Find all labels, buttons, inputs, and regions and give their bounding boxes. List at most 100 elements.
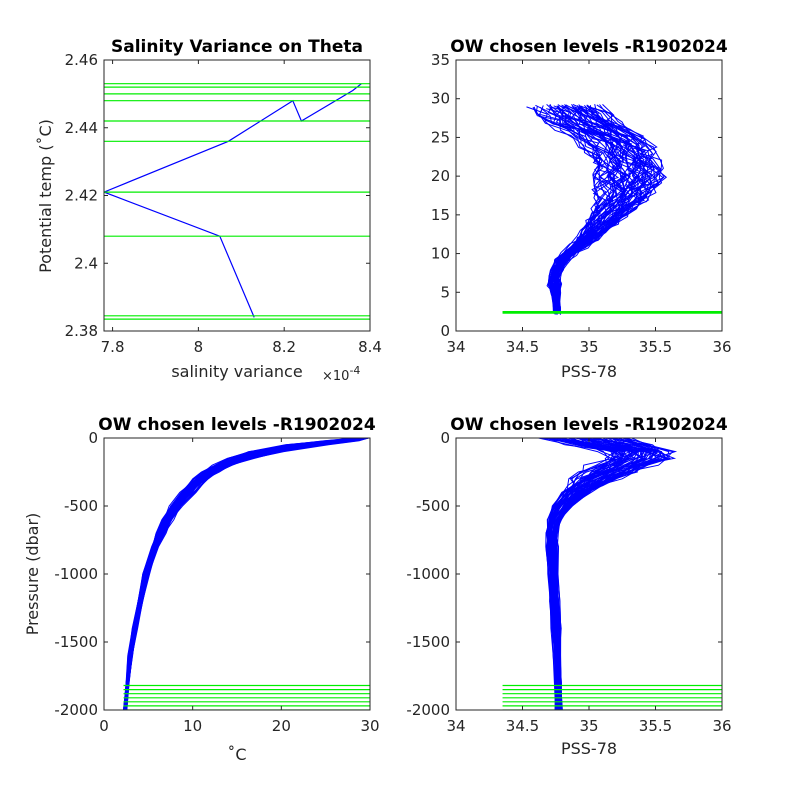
profile-line [124,438,356,710]
profile-line [555,105,647,313]
tick-group: 0 10 20 30 -2000 -1500 -1000 -500 0 [54,429,379,735]
profile-line [125,438,361,710]
profile-line [125,438,369,710]
profile-line [124,438,357,710]
profile-line [547,105,622,312]
profile-line [126,438,369,710]
profile-line [124,438,357,710]
profile-line [551,438,639,710]
profile-line [555,104,647,311]
profile-line [125,438,364,710]
x-tick-label: 8.2 [272,338,296,356]
profile-line [124,438,356,710]
y-tick-label: 2.46 [65,51,98,69]
plot-area [122,438,370,710]
profile-line [124,438,357,710]
profile-line [123,438,358,710]
profile-line [125,438,362,710]
profile-line [123,438,357,710]
profile-line [124,438,360,710]
axes-pressure-salinity: OW chosen levels -R1902024 34 34.5 35 35.5 3… [406,415,731,758]
axes-pressure-temperature: OW chosen levels -R1902024 0 10 20 30 -2000 -… [23,415,380,764]
profile-line [126,438,370,710]
profile-line [124,438,355,710]
profile-line [124,438,364,710]
y-tick-label: -2000 [406,701,450,719]
x-tick-label: 8.4 [358,338,382,356]
tick-group: 34 34.5 35 35.5 36 0 5 10 15 20 25 30 35 [431,51,732,356]
y-tick-label: 2.44 [65,119,98,137]
x-tick-label: 35 [579,338,598,356]
profile-line [125,438,366,710]
profile-line [124,438,362,710]
profile-line [553,438,653,710]
exponent-power: -4 [349,364,360,377]
y-tick-label: 20 [431,167,450,185]
profile-line [535,106,607,314]
profile-line [557,105,663,312]
profile-line [550,438,645,710]
profile-line [125,438,364,710]
x-tick-label: 10 [183,717,202,735]
tick-group: 7.8 8 8.2 8.4 2.38 2.4 2.42 2.44 2.46 [65,51,382,356]
profile-line [123,438,356,710]
plot-area [502,438,722,710]
y-tick-label: -1500 [406,633,450,651]
x-tick-label: 34.5 [506,717,539,735]
plot-clip-group [502,438,722,710]
plot-area [104,83,370,320]
series-line [104,83,362,318]
y-tick-label: -1500 [54,633,98,651]
y-tick-label: 30 [431,90,450,108]
profile-line [124,438,363,710]
x-tick-label: 20 [272,717,291,735]
profile-line [125,438,360,710]
axes-title: Salinity Variance on Theta [111,37,363,57]
profile-line [546,108,619,315]
profile-line [124,438,360,710]
x-tick-label: 30 [360,717,379,735]
profile-line [124,438,359,710]
x-tick-label: 34 [446,717,465,735]
profile-line [124,438,360,710]
y-tick-label: 2.38 [65,322,98,340]
x-tick-label: 0 [99,717,109,735]
profile-line [123,438,359,710]
profile-line [125,438,362,710]
y-tick-label: 0 [440,429,450,447]
tick-group: 34 34.5 35 35.5 36 -2000 -1500 -1000 -500 0 [406,429,731,735]
y-tick-label: 0 [88,429,98,447]
x-tick-label: 35.5 [639,717,672,735]
x-tick-label: 7.8 [101,338,125,356]
y-tick-label: -500 [416,497,450,515]
profile-line [124,438,362,710]
profile-line [550,438,640,710]
profile-line [124,438,363,710]
profile-line [125,438,365,710]
profile-line [124,438,362,710]
y-tick-label: 15 [431,206,450,224]
x-axis-label: salinity variance [171,362,302,381]
y-tick-label: -2000 [54,701,98,719]
profile-line [549,438,632,710]
profile-line [546,104,625,311]
profile-line [124,438,364,710]
profile-line [125,438,366,710]
profile-line [125,438,365,710]
profile-line [125,438,365,710]
x-axis-label: PSS-78 [561,362,617,381]
profile-line [124,438,358,710]
x-tick-label: 34.5 [506,338,539,356]
profile-line [125,438,363,710]
profile-line [124,438,362,710]
y-tick-label: 2.42 [65,187,98,205]
x-tick-label: 8 [194,338,204,356]
x-tick-label: 34 [446,338,465,356]
profile-line [545,438,615,710]
axes-title: OW chosen levels -R1902024 [450,415,728,435]
y-tick-label: 0 [440,322,450,340]
axes-frame [455,59,723,332]
y-tick-label: 25 [431,128,450,146]
y-tick-label: -1000 [54,565,98,583]
profile-line [123,438,357,710]
